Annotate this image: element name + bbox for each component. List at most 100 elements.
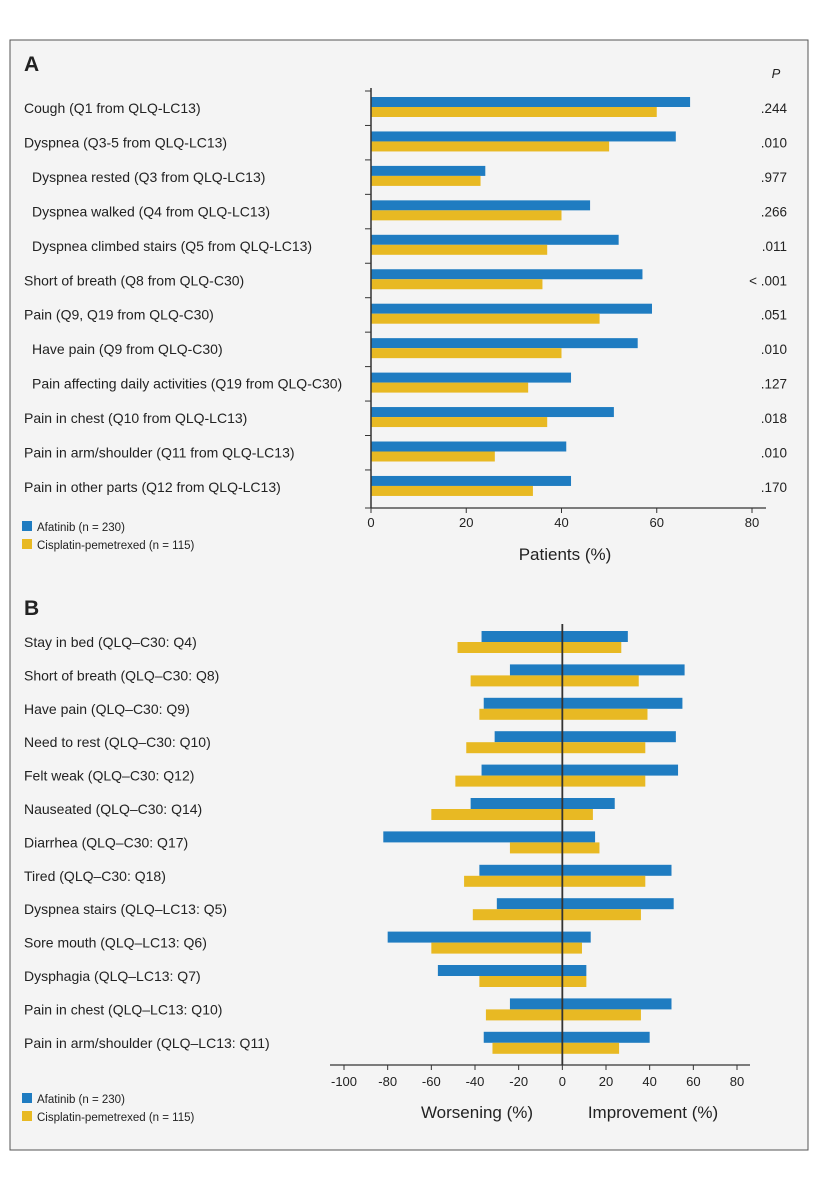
bar-worsening-cisplatin	[466, 742, 563, 754]
bar-worsening-afatinib	[479, 864, 563, 876]
bar-worsening-cisplatin	[431, 942, 563, 954]
category-label: Dyspnea (Q3-5 from QLQ-LC13)	[24, 134, 227, 150]
legend-swatch	[22, 1093, 32, 1103]
bar-afatinib	[371, 165, 486, 176]
x-tick-label: 40	[554, 515, 568, 530]
bar-cisplatin	[371, 244, 548, 255]
bar-worsening-cisplatin	[455, 775, 563, 787]
bar-afatinib	[371, 269, 643, 280]
p-value: .010	[761, 446, 787, 461]
bar-worsening-cisplatin	[457, 642, 563, 653]
bar-improvement-afatinib	[562, 831, 596, 843]
bar-improvement-afatinib	[562, 731, 676, 743]
bar-improvement-afatinib	[562, 898, 674, 910]
bar-worsening-cisplatin	[472, 909, 563, 921]
bar-worsening-cisplatin	[492, 1042, 563, 1054]
bar-cisplatin	[371, 382, 529, 393]
bar-afatinib	[371, 372, 572, 383]
bar-improvement-cisplatin	[562, 976, 587, 987]
x-tick-label: 20	[599, 1074, 613, 1089]
bar-cisplatin	[371, 210, 562, 221]
x-tick-label: -100	[331, 1074, 357, 1089]
category-label: Have pain (Q9 from QLQ-C30)	[32, 341, 223, 357]
bar-afatinib	[371, 234, 619, 245]
category-label: Felt weak (QLQ–C30: Q12)	[24, 768, 194, 784]
x-axis-title-worsening: Worsening (%)	[421, 1103, 533, 1122]
p-value: .011	[762, 239, 787, 254]
bar-worsening-afatinib	[387, 931, 563, 943]
category-label: Short of breath (Q8 from QLQ-C30)	[24, 272, 244, 288]
legend-label: Afatinib (n = 230)	[37, 1094, 125, 1106]
x-tick-label: 80	[745, 515, 759, 530]
x-tick-label: 40	[642, 1074, 656, 1089]
bar-cisplatin	[371, 279, 543, 290]
panel-a: A P Cough (Q1 from QLQ-LC13) .244 Dyspnea (Q…	[22, 53, 787, 564]
bar-improvement-cisplatin	[562, 809, 593, 820]
bar-worsening-afatinib	[481, 764, 563, 776]
bar-worsening-afatinib	[481, 631, 563, 642]
bar-worsening-afatinib	[509, 998, 563, 1010]
bar-improvement-afatinib	[562, 864, 672, 876]
bar-improvement-cisplatin	[562, 775, 646, 787]
bar-cisplatin	[371, 451, 495, 462]
bar-improvement-afatinib	[562, 764, 679, 776]
x-tick-label: 0	[559, 1074, 566, 1089]
category-label: Short of breath (QLQ–C30: Q8)	[24, 667, 219, 683]
bar-cisplatin	[371, 417, 548, 428]
legend-label: Cisplatin-pemetrexed (n = 115)	[37, 540, 195, 552]
bar-worsening-afatinib	[483, 697, 563, 709]
bar-improvement-cisplatin	[562, 842, 600, 854]
category-label: Pain in arm/shoulder (Q11 from QLQ-LC13)	[24, 445, 295, 461]
bar-worsening-cisplatin	[479, 708, 563, 720]
bar-improvement-afatinib	[562, 1031, 650, 1043]
category-label: Pain in chest (QLQ–LC13: Q10)	[24, 1001, 222, 1017]
x-axis-title-improvement: Improvement (%)	[588, 1103, 718, 1122]
bar-improvement-cisplatin	[562, 909, 641, 921]
p-value: .170	[761, 480, 787, 495]
bar-worsening-cisplatin	[479, 976, 563, 987]
bar-worsening-afatinib	[494, 731, 563, 743]
figure-frame	[9, 39, 809, 1151]
panel-label: B	[24, 597, 39, 620]
category-label: Pain in chest (Q10 from QLQ-LC13)	[24, 410, 247, 426]
bar-cisplatin	[371, 485, 533, 496]
bar-cisplatin	[371, 107, 657, 117]
category-label: Pain (Q9, Q19 from QLQ-C30)	[24, 307, 214, 323]
x-tick-label: -40	[466, 1074, 485, 1089]
bar-improvement-afatinib	[562, 798, 615, 809]
category-label: Tired (QLQ–C30: Q18)	[24, 868, 166, 884]
category-label: Pain in arm/shoulder (QLQ–LC13: Q11)	[24, 1035, 270, 1051]
p-value-header: P	[772, 66, 781, 81]
category-label: Nauseated (QLQ–C30: Q14)	[24, 801, 202, 817]
x-tick-label: -20	[509, 1074, 528, 1089]
category-label: Diarrhea (QLQ–C30: Q17)	[24, 834, 188, 850]
category-label: Cough (Q1 from QLQ-LC13)	[24, 100, 201, 116]
x-tick-label: -60	[422, 1074, 441, 1089]
bar-cisplatin	[371, 348, 562, 359]
bar-cisplatin	[371, 313, 600, 324]
panel-label: A	[24, 53, 39, 76]
x-tick-label: 60	[686, 1074, 700, 1089]
p-value: .266	[761, 204, 787, 219]
category-label: Need to rest (QLQ–C30: Q10)	[24, 734, 211, 750]
bar-worsening-afatinib	[383, 831, 563, 843]
x-tick-label: 0	[367, 515, 374, 530]
bar-improvement-cisplatin	[562, 1009, 641, 1021]
category-label: Pain affecting daily activities (Q19 fro…	[32, 376, 342, 392]
category-label: Sore mouth (QLQ–LC13: Q6)	[24, 935, 207, 951]
bar-improvement-cisplatin	[562, 742, 646, 754]
x-tick-label: 20	[459, 515, 473, 530]
legend-swatch	[22, 539, 32, 549]
p-value: .018	[761, 411, 787, 426]
bar-worsening-afatinib	[483, 1031, 563, 1043]
bar-improvement-cisplatin	[562, 942, 582, 954]
bar-improvement-cisplatin	[562, 675, 639, 687]
bar-afatinib	[371, 475, 572, 486]
bar-afatinib	[371, 97, 691, 107]
p-value: < .001	[749, 273, 787, 288]
bar-worsening-cisplatin	[485, 1009, 563, 1021]
x-tick-label: 80	[730, 1074, 744, 1089]
bar-improvement-afatinib	[562, 931, 591, 943]
bar-worsening-cisplatin	[464, 875, 563, 887]
